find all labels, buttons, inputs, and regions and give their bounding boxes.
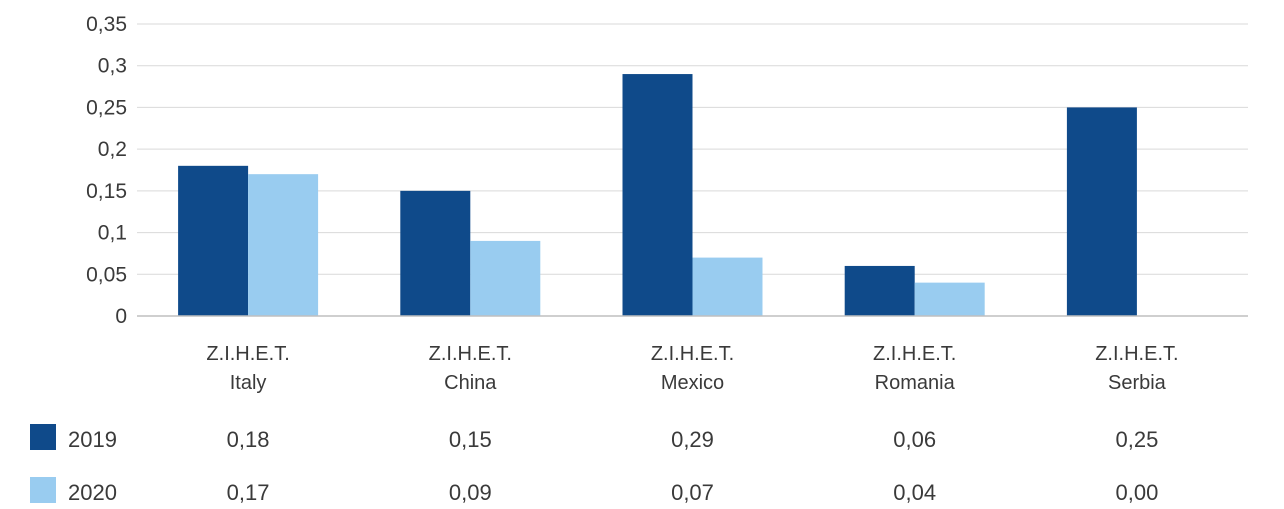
category-label: Z.I.H.E.T. Italy	[206, 343, 289, 394]
y-tick-label: 0,25	[86, 96, 127, 119]
table-value: 0,07	[671, 480, 714, 505]
category-label: Z.I.H.E.T. Serbia	[1095, 343, 1178, 394]
table-value: 0,04	[893, 480, 936, 505]
legend-label-2020: 2020	[68, 480, 117, 505]
data-table: 2019 0,18 0,15 0,29 0,06 0,25 2020 0,17 0,09 0,07…	[30, 424, 1158, 505]
category-label: Z.I.H.E.T. Mexico	[651, 343, 734, 394]
y-tick-label: 0	[115, 305, 127, 328]
bar-2020-3	[914, 282, 985, 316]
table-value: 0,18	[227, 427, 270, 452]
bar-2020-0	[248, 174, 319, 316]
category-label: Z.I.H.E.T. China	[429, 343, 512, 394]
y-tick-label: 0,15	[86, 180, 127, 203]
bar-2020-2	[692, 257, 763, 316]
bar-2019-4	[1066, 107, 1137, 316]
y-tick-label: 0,05	[86, 263, 127, 286]
table-value: 0,29	[671, 427, 714, 452]
bar-2019-3	[844, 265, 915, 316]
y-tick-label: 0,35	[86, 13, 127, 36]
legend-swatch-2019	[30, 424, 56, 450]
legend-swatch-2020	[30, 477, 56, 503]
y-tick-label: 0,1	[98, 222, 127, 245]
legend-label-2019: 2019	[68, 427, 117, 452]
y-tick-label: 0,3	[98, 55, 127, 78]
table-value: 0,25	[1115, 427, 1158, 452]
table-value: 0,17	[227, 480, 270, 505]
table-value: 0,09	[449, 480, 492, 505]
bar-2019-1	[400, 190, 471, 316]
bar-2020-1	[470, 240, 541, 316]
category-labels: Z.I.H.E.T. Italy Z.I.H.E.T. China Z.I.H.E.T.…	[206, 343, 1178, 394]
bar-2019-2	[622, 74, 693, 316]
category-label: Z.I.H.E.T. Romania	[873, 343, 956, 394]
bars	[178, 74, 1137, 316]
table-value: 0,06	[893, 427, 936, 452]
bar-2019-0	[178, 165, 249, 316]
y-tick-label: 0,2	[98, 138, 127, 161]
table-value: 0,15	[449, 427, 492, 452]
table-value: 0,00	[1115, 480, 1158, 505]
y-axis-tick-labels: 0 0,05 0,1 0,15 0,2 0,25 0,3 0,35	[86, 13, 127, 328]
